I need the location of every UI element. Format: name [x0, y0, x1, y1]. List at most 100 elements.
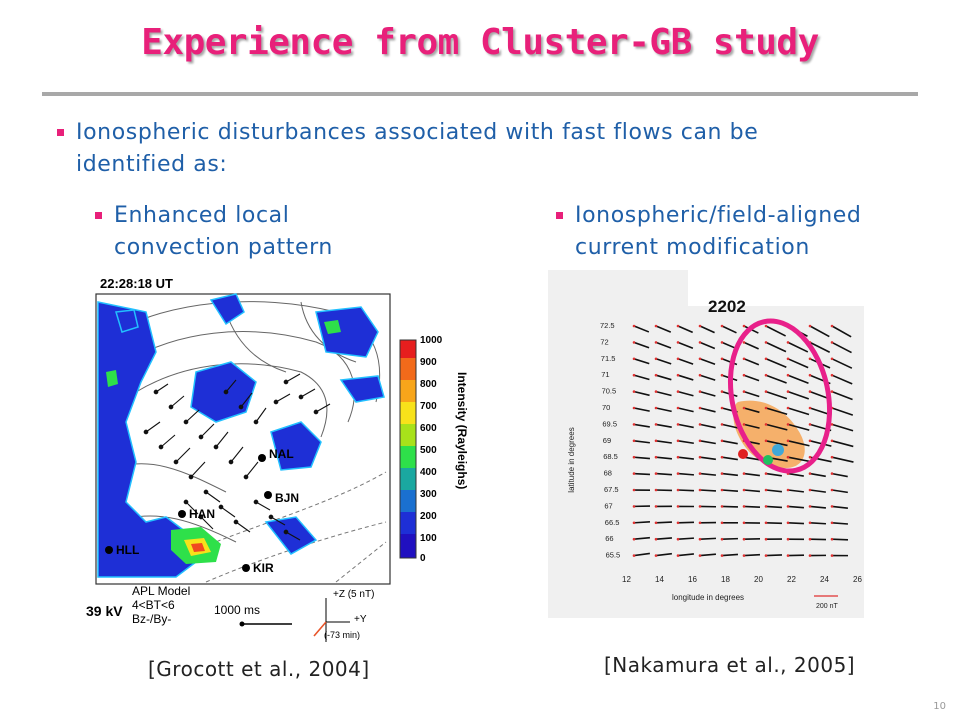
- vector-origin: [720, 455, 724, 459]
- current-vector: [809, 505, 827, 509]
- current-vector: [655, 537, 673, 540]
- vector-origin: [654, 455, 658, 459]
- vector-origin: [654, 488, 658, 492]
- current-vector: [699, 325, 715, 334]
- current-vector: [699, 374, 716, 381]
- vector-origin: [698, 341, 702, 344]
- vector-origin: [830, 439, 834, 443]
- lat-tick: 71.5: [601, 354, 616, 363]
- current-vector: [655, 358, 672, 365]
- colorbar-tick: 300: [420, 489, 437, 500]
- citation-nakamura: [Nakamura et al., 2005]: [604, 653, 856, 677]
- current-vector: [831, 423, 854, 432]
- vector-origin: [764, 505, 768, 508]
- footprint-marker-green: [763, 455, 773, 465]
- current-vector: [787, 440, 810, 447]
- title-divider: [42, 92, 918, 96]
- vector-origin: [676, 324, 680, 328]
- lat-axis-label: latitude in degrees: [567, 427, 576, 492]
- lat-tick: 68.5: [603, 452, 618, 461]
- vector-origin: [676, 488, 680, 492]
- current-vector: [633, 374, 650, 381]
- vector-origin: [632, 324, 636, 328]
- lat-tick: 69.5: [602, 419, 617, 428]
- current-vector: [831, 341, 852, 354]
- current-vector: [831, 489, 848, 494]
- vector-origin: [654, 341, 658, 344]
- vector-origin: [654, 521, 658, 525]
- current-vector: [765, 472, 782, 477]
- current-vector: [765, 341, 787, 353]
- vector-origin: [676, 537, 680, 541]
- vector-origin: [720, 488, 724, 492]
- lat-tick: 72: [600, 337, 608, 346]
- vector-origin: [632, 373, 636, 377]
- vector-origin: [742, 554, 746, 557]
- current-vector: [809, 472, 826, 478]
- vector-origin: [698, 390, 702, 393]
- colorbar-tick: 400: [420, 467, 437, 478]
- current-vector: [721, 325, 737, 334]
- current-vector: [655, 374, 672, 381]
- current-vector: [743, 472, 760, 477]
- current-vector: [831, 390, 853, 401]
- vector-origin: [742, 341, 746, 344]
- current-vector: [677, 440, 694, 445]
- current-vector: [677, 358, 694, 365]
- imf-clock-axes: [313, 598, 350, 642]
- scale-label: 1000 ms: [214, 603, 260, 617]
- lat-tick: 66: [605, 534, 613, 543]
- current-vector: [809, 489, 826, 493]
- vector-origin: [764, 373, 768, 377]
- current-vector: [699, 390, 716, 397]
- current-vector: [699, 456, 716, 461]
- current-vector: [721, 423, 738, 429]
- current-vector: [809, 325, 830, 338]
- current-vector: [743, 489, 761, 493]
- current-vector: [787, 423, 810, 431]
- current-time: 2202: [708, 297, 746, 316]
- sub-bullet-current: Ionospheric/field-aligned current modifi…: [556, 200, 861, 264]
- current-vector: [809, 440, 832, 447]
- vector-origin: [764, 423, 768, 426]
- current-vector: [633, 552, 650, 557]
- lat-tick: 66.5: [605, 518, 620, 527]
- current-vector: [699, 472, 717, 476]
- current-vector: [743, 505, 761, 509]
- vector-origin: [764, 439, 768, 443]
- vector-origin: [742, 406, 746, 410]
- current-vector-figure: 2202 72.5 72 71.5 71 70.5 70 69.5 69 68.5 68 67.5 6…: [548, 270, 864, 618]
- current-vector: [721, 456, 738, 461]
- vector-origin: [720, 406, 724, 410]
- vector-origin: [786, 488, 790, 492]
- current-vector: [633, 407, 650, 412]
- vector-origin: [808, 521, 812, 525]
- lon-tick: 12: [622, 575, 631, 584]
- model-line: Bz-/By-: [132, 612, 171, 626]
- current-vector: [699, 489, 717, 492]
- vector-origin: [830, 488, 834, 492]
- vector-origin: [720, 505, 724, 508]
- station-label: BJN: [275, 491, 299, 505]
- citation-grocott: [Grocott et al., 2004]: [148, 657, 370, 681]
- current-vector: [765, 374, 787, 384]
- current-vector: [655, 423, 672, 428]
- current-vector: [765, 505, 783, 509]
- lat-tick: 70: [602, 403, 610, 412]
- vector-origin: [632, 472, 636, 475]
- current-vector: [677, 537, 695, 540]
- colorbar-tick: 800: [420, 379, 437, 390]
- intensity-colorbar: [399, 339, 417, 559]
- vector-origin: [786, 406, 790, 410]
- vector-origin: [698, 439, 702, 443]
- current-vector: [765, 489, 782, 493]
- vector-origin: [676, 505, 680, 508]
- vector-origin: [808, 373, 812, 377]
- imf-label: +Y: [354, 614, 367, 625]
- vector-origin: [698, 357, 702, 361]
- vector-origin: [632, 505, 636, 508]
- current-vector: [787, 472, 804, 477]
- current-vector: [677, 489, 695, 492]
- vector-origin: [698, 423, 702, 426]
- current-vector: [655, 552, 672, 557]
